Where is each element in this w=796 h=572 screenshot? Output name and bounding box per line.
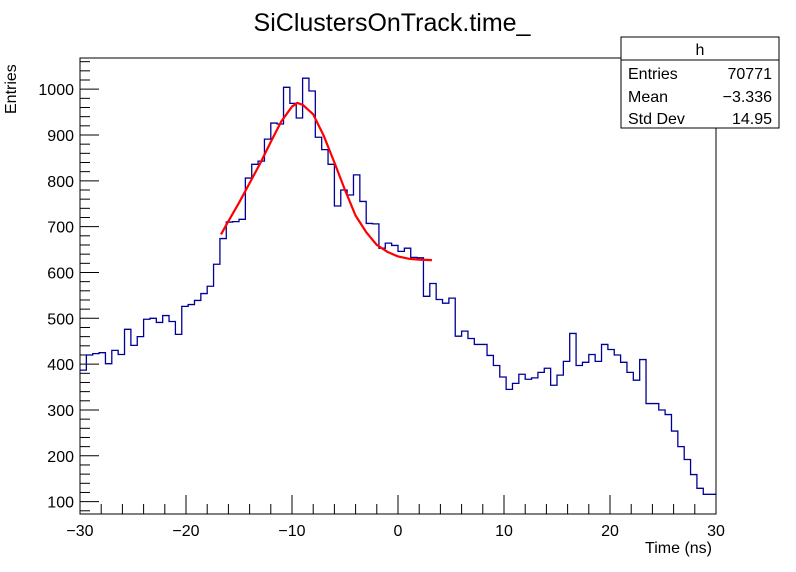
stats-title: h bbox=[696, 42, 705, 59]
y-tick-label: 700 bbox=[47, 220, 74, 237]
stats-stddev-value: 14.95 bbox=[732, 111, 772, 128]
stats-stddev-label: Std Dev bbox=[628, 111, 685, 128]
x-tick-label: 10 bbox=[495, 523, 513, 540]
y-tick-label: 500 bbox=[47, 311, 74, 328]
x-tick-label: −10 bbox=[278, 523, 305, 540]
histogram-series bbox=[80, 77, 716, 495]
x-tick-label: −30 bbox=[66, 523, 93, 540]
y-tick-label: 1000 bbox=[38, 82, 74, 99]
y-axis-label: Entries bbox=[3, 64, 20, 114]
y-tick-label: 400 bbox=[47, 357, 74, 374]
axes: −30 −20 −10 0 10 20 30 100 200 300 400 500 600 700 800… bbox=[38, 61, 725, 540]
y-tick-label: 800 bbox=[47, 174, 74, 191]
stats-mean-value: −3.336 bbox=[723, 89, 772, 106]
chart-title: SiClustersOnTrack.time_ bbox=[254, 9, 532, 37]
stats-mean-label: Mean bbox=[628, 89, 668, 106]
plot-frame bbox=[79, 57, 717, 515]
stats-entries-value: 70771 bbox=[728, 66, 773, 83]
x-tick-label: −20 bbox=[172, 523, 199, 540]
y-tick-label: 200 bbox=[47, 449, 74, 466]
y-tick-label: 900 bbox=[47, 128, 74, 145]
fit-curve bbox=[220, 101, 432, 262]
stats-box: h Entries 70771 Mean −3.336 Std Dev 14.9… bbox=[620, 36, 780, 129]
x-axis-label: Time (ns) bbox=[645, 540, 712, 557]
y-tick-label: 100 bbox=[47, 495, 74, 512]
x-tick-label: 30 bbox=[707, 523, 725, 540]
y-tick-label: 300 bbox=[47, 403, 74, 420]
histogram-outline bbox=[80, 77, 716, 495]
fit-curve-group bbox=[220, 101, 432, 262]
y-tick-label: 600 bbox=[47, 265, 74, 282]
x-tick-label: 0 bbox=[394, 523, 403, 540]
stats-entries-label: Entries bbox=[628, 66, 678, 83]
x-tick-label: 20 bbox=[601, 523, 619, 540]
